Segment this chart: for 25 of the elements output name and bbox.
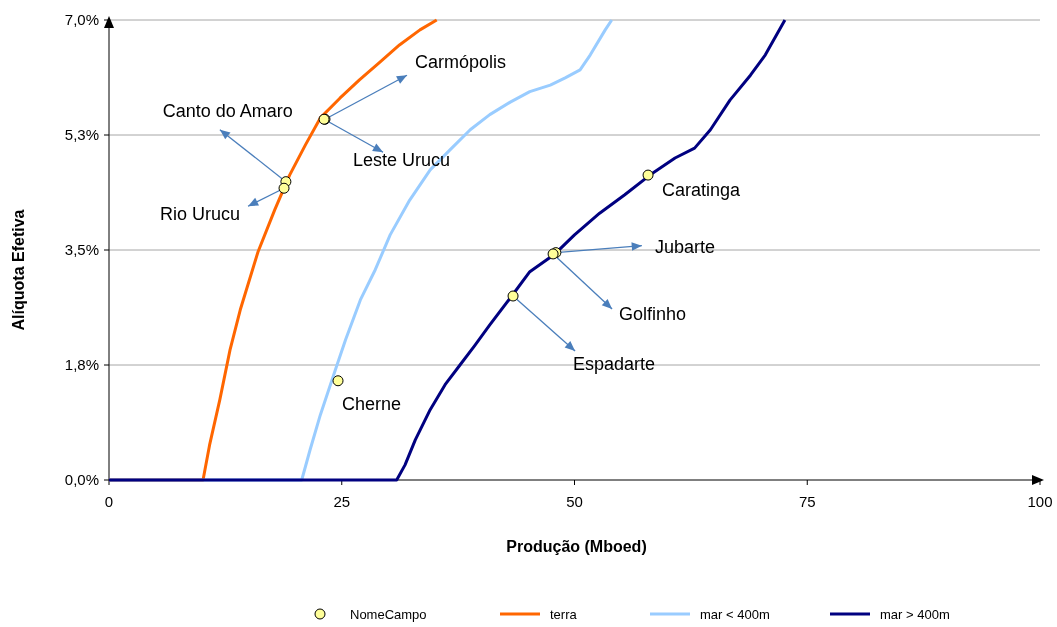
legend-label: terra (550, 607, 578, 622)
x-axis-title: Produção (Mboed) (506, 538, 647, 555)
annotation: Caratinga (662, 180, 742, 201)
annotation: Espadarte (573, 354, 656, 374)
y-tick-label: 5,3% (64, 126, 99, 144)
x-tick-label: 25 (333, 493, 351, 510)
legend-label: mar < 400m (700, 607, 770, 622)
x-tick-label: 0 (104, 493, 114, 510)
annotation: Carmópolis (414, 52, 507, 73)
annotation: Canto do Amaro (162, 100, 293, 121)
legend-label: NomeCampo (350, 607, 427, 622)
y-axis-title: Alíquota Efetiva (10, 209, 27, 331)
x-tick-label: 50 (566, 493, 583, 510)
annotation: Jubarte (654, 236, 715, 257)
y-tick-label: 7,0% (64, 11, 99, 29)
x-tick-label: 100 (1027, 493, 1053, 510)
annotation: Rio Urucu (160, 204, 241, 225)
y-tick-label: 1,8% (64, 356, 99, 374)
annotation: Leste Urucu (353, 150, 451, 171)
x-tick-label: 75 (798, 493, 816, 510)
legend-label: mar > 400m (880, 607, 950, 622)
annotation: Golfinho (619, 303, 687, 324)
y-tick-label: 3,5% (64, 241, 99, 259)
annotation: Cherne (342, 393, 402, 414)
y-tick-label: 0,0% (64, 471, 99, 489)
